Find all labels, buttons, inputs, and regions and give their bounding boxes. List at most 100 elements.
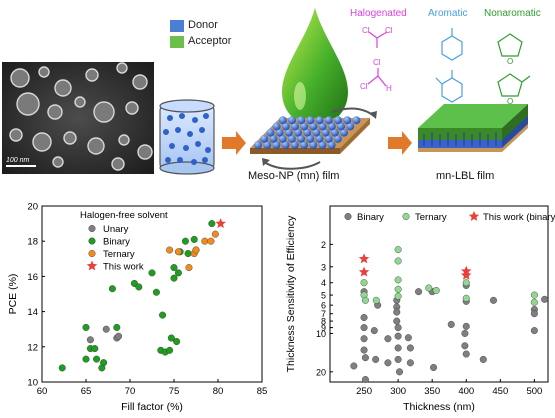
arrow-icon	[388, 131, 412, 155]
legend-marker	[88, 237, 96, 245]
scale-bar-label: 100 nm	[6, 157, 30, 164]
x-tick-label: 500	[526, 386, 542, 397]
nanoparticle	[278, 134, 287, 143]
data-point	[372, 296, 380, 304]
data-points	[350, 246, 549, 384]
data-point	[394, 285, 402, 293]
data-point	[462, 322, 470, 330]
data-point	[462, 279, 470, 287]
data-point	[447, 320, 455, 328]
nanoparticle	[287, 134, 296, 143]
y-tick-label: 2	[321, 240, 326, 250]
data-point	[394, 355, 402, 363]
data-point	[361, 296, 369, 304]
nanoparticle	[284, 128, 293, 137]
data-point	[530, 310, 538, 318]
nanoparticle	[343, 116, 352, 125]
data-point	[201, 237, 209, 245]
y-tick-label: 14	[27, 307, 38, 318]
nanoparticle	[337, 122, 345, 131]
nanoparticle	[291, 122, 299, 131]
data-point	[135, 283, 143, 291]
legend-label: This work	[103, 262, 144, 273]
data-point	[167, 334, 175, 342]
data-point	[394, 246, 402, 254]
y-tick-label: 16	[27, 272, 38, 283]
y-tick-label: 12	[27, 342, 38, 353]
cl-atom-label: Cl	[360, 82, 368, 91]
nanoparticle	[300, 122, 309, 131]
nanoparticle	[303, 128, 312, 137]
nanoparticle	[281, 141, 290, 149]
data-point	[159, 311, 167, 319]
data-point	[211, 230, 219, 238]
beaker-icon	[159, 99, 215, 175]
data-point	[148, 269, 156, 277]
data-point	[86, 336, 94, 344]
x-tick-label: 250	[356, 386, 372, 397]
data-point	[115, 332, 123, 340]
x-axis-label: Fill factor (%)	[121, 401, 183, 413]
y-tick-label: 7	[321, 309, 326, 319]
nanoparticle	[294, 128, 302, 137]
aromatic-label: Aromatic	[428, 8, 468, 19]
nanoparticle	[334, 116, 342, 125]
nanoparticle	[340, 128, 348, 137]
nanoparticle	[309, 122, 318, 131]
nanoparticle	[300, 141, 308, 149]
data-point	[166, 346, 174, 354]
nanoparticle	[318, 122, 327, 131]
legend-marker	[88, 225, 96, 233]
data-point	[190, 235, 198, 243]
cl-atom-label: Cl	[373, 58, 381, 67]
nanoparticle	[278, 116, 287, 125]
data-points	[58, 218, 226, 372]
x-tick-label: 65	[81, 386, 92, 397]
mn-lbl-film-label: mn-LBL film	[436, 170, 495, 182]
nanoparticle	[266, 128, 275, 137]
nanoparticle	[272, 122, 281, 131]
o-atom-label: O	[507, 97, 514, 106]
data-point	[530, 327, 538, 335]
nanoparticle	[275, 128, 284, 137]
legend-label: Binary	[357, 212, 384, 223]
nanoparticle	[297, 134, 305, 143]
nanoparticle	[254, 141, 262, 149]
data-point	[415, 288, 423, 296]
x-tick-label: 80	[213, 386, 224, 397]
data-point	[430, 363, 438, 371]
data-point	[113, 323, 121, 331]
data-point	[361, 376, 369, 384]
solvent-molecules	[367, 28, 531, 103]
meso-np-film-label: Meso-NP (mn) film	[248, 170, 340, 182]
data-point	[361, 354, 369, 362]
data-point	[541, 295, 549, 303]
x-axis-label: Thickness (nm)	[403, 401, 475, 413]
data-point	[358, 253, 370, 264]
x-tick-label: 450	[492, 386, 508, 397]
data-point	[393, 308, 401, 316]
data-point	[181, 237, 189, 245]
data-point	[462, 350, 470, 358]
x-tick-label: 400	[458, 386, 474, 397]
legend-label: Unary	[103, 224, 129, 235]
nanoparticle	[309, 141, 318, 149]
cl-atom-label: Cl	[385, 26, 393, 35]
data-point	[102, 325, 110, 333]
legend-marker	[402, 213, 410, 221]
y-tick-label: 8	[321, 317, 326, 327]
data-point	[58, 364, 66, 372]
data-point	[360, 279, 368, 287]
acceptor-swatch	[170, 36, 184, 48]
droplet-icon	[282, 8, 348, 126]
nanoparticle	[312, 128, 321, 137]
y-tick-label: 3	[321, 262, 326, 272]
plot-frame	[41, 205, 263, 383]
y-tick-label: 10	[27, 378, 38, 389]
data-point	[184, 250, 192, 258]
data-point	[166, 246, 174, 254]
x-tick-label: 300	[390, 386, 406, 397]
data-point	[91, 345, 99, 353]
